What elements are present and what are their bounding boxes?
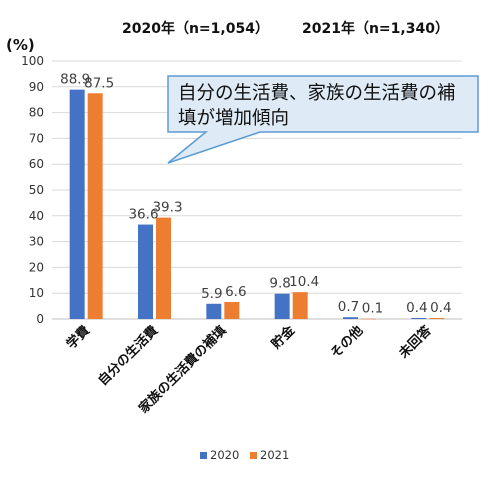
header-2020: 2020年（n=1,054） xyxy=(122,21,269,37)
bar-2021-2 xyxy=(224,301,240,319)
y-tick-label: 10 xyxy=(29,286,44,300)
y-tick-label: 90 xyxy=(29,80,44,94)
bars xyxy=(69,89,445,320)
callout-text: 自分の生活費、家族の生活費の補填が増加傾向 xyxy=(178,83,456,129)
bar-2021-5 xyxy=(429,317,445,319)
value-label: 87.5 xyxy=(84,75,114,91)
y-tick-label: 30 xyxy=(29,235,44,249)
value-label: 5.9 xyxy=(201,286,222,302)
bar-2021-4 xyxy=(361,318,376,320)
y-tick-label: 50 xyxy=(29,183,44,197)
value-label: 0.4 xyxy=(406,300,427,316)
category-label: その他 xyxy=(327,323,366,362)
y-tick-label: 40 xyxy=(29,209,44,223)
bar-2020-2 xyxy=(206,303,222,319)
legend: 2020 2021 xyxy=(200,448,289,462)
bar-2021-1 xyxy=(156,217,171,319)
header-2021: 2021年（n=1,340） xyxy=(302,21,449,37)
legend-label-2021: 2021 xyxy=(260,448,289,462)
category-label: 自分の生活費 xyxy=(95,323,161,389)
category-label: 貯金 xyxy=(268,322,298,352)
bar-2020-4 xyxy=(343,317,358,319)
bar-2021-3 xyxy=(292,292,308,319)
category-label: 学費 xyxy=(63,323,93,353)
value-label: 88.9 xyxy=(60,72,90,88)
legend-swatch-2020 xyxy=(200,452,207,459)
value-label: 0.7 xyxy=(338,299,359,315)
y-tick-label: 0 xyxy=(36,312,44,326)
bar-2020-1 xyxy=(138,224,153,319)
value-label: 39.3 xyxy=(152,200,182,216)
value-label: 0.4 xyxy=(430,300,451,316)
bar-2020-3 xyxy=(274,293,290,319)
callout-bubble xyxy=(167,75,479,164)
value-label: 9.8 xyxy=(269,276,290,292)
category-label: 未回答 xyxy=(395,322,435,362)
value-label: 0.1 xyxy=(362,301,383,317)
value-label: 10.4 xyxy=(289,274,319,290)
legend-swatch-2021 xyxy=(250,452,257,459)
legend-label-2020: 2020 xyxy=(210,448,239,462)
y-tick-label: 20 xyxy=(29,260,44,274)
y-axis-unit: (%) xyxy=(6,36,35,54)
bar-2021-0 xyxy=(87,93,103,319)
y-tick-label: 100 xyxy=(21,54,44,68)
y-tick-labels: 0 10 20 30 40 50 60 70 80 90 100 xyxy=(21,54,44,326)
y-tick-label: 70 xyxy=(29,131,44,145)
callout-shape xyxy=(167,75,479,164)
value-label: 6.6 xyxy=(225,284,246,300)
bar-2020-5 xyxy=(411,317,427,319)
value-label: 36.6 xyxy=(128,207,158,223)
y-tick-label: 80 xyxy=(29,106,44,120)
y-tick-label: 60 xyxy=(29,157,44,171)
value-labels: 88.987.5 36.639.3 5.9 6.6 9.810.4 0.7 0.1 0.4 0.… xyxy=(60,72,451,317)
bar-2020-0 xyxy=(69,89,85,319)
